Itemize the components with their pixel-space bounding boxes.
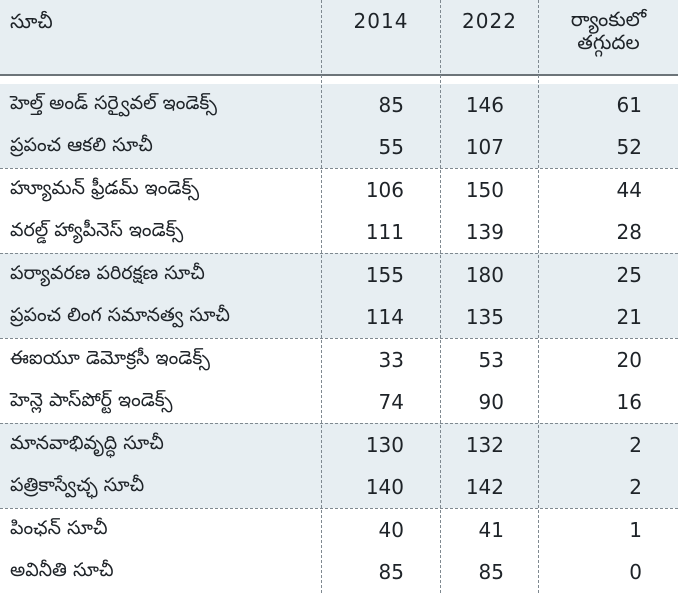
rank-drop-cell: 20 — [616, 348, 642, 372]
index-name-cell: ప్రపంచ ఆకలి సూచీ — [10, 133, 153, 156]
header-rank-drop-line2: తగ్గుదల — [577, 30, 640, 54]
table-row: ఈఐయూ డెమోక్రసీ ఇండెక్స్‌ 33 53 20 — [0, 339, 678, 381]
table-row: హ్యూమన్‌ ఫ్రీడమ్‌ ఇండెక్స్‌ 106 150 44 — [0, 169, 678, 211]
column-divider — [321, 0, 322, 593]
rank-2022-cell: 146 — [465, 93, 504, 117]
rank-drop-cell: 44 — [616, 178, 642, 202]
rank-drop-cell: 2 — [629, 433, 642, 457]
rank-2022-cell: 41 — [478, 518, 504, 542]
index-name-cell: హ్యూమన్‌ ఫ్రీడమ్‌ ఇండెక్స్‌ — [10, 176, 200, 199]
table-row: పింఛన్‌ సూచీ 40 41 1 — [0, 509, 678, 551]
header-rank-drop: ర్యాంకులో తగ్గుదల — [539, 0, 678, 74]
table-row: ప్రపంచ ఆకలి సూచీ 55 107 52 — [0, 126, 678, 168]
rank-2022-cell: 142 — [465, 475, 504, 499]
row-band: ఈఐయూ డెమోక్రసీ ఇండెక్స్‌ 33 53 20 హెన్లె… — [0, 338, 678, 423]
rank-2022-cell: 107 — [465, 135, 504, 159]
row-band: హ్యూమన్‌ ఫ్రీడమ్‌ ఇండెక్స్‌ 106 150 44 వ… — [0, 168, 678, 253]
rank-drop-cell: 16 — [616, 390, 642, 414]
column-divider — [538, 0, 539, 593]
rank-drop-cell: 61 — [616, 93, 642, 117]
table-row: అవినీతి సూచీ 85 85 0 — [0, 551, 678, 593]
table-row: హెన్లె పాస్‌పోర్ట్‌ ఇండెక్స్‌ 74 90 16 — [0, 381, 678, 423]
index-name-cell: పింఛన్‌ సూచీ — [10, 516, 108, 539]
index-name-cell: వరల్డ్‌ హ్యాపీనెస్‌ ఇండెక్స్‌ — [10, 218, 184, 241]
rank-2022-cell: 180 — [465, 263, 504, 287]
table-row: మానవాభివృద్ధి సూచీ 130 132 2 — [0, 424, 678, 466]
header-rank-drop-line1: ర్యాంకులో — [570, 7, 647, 31]
row-band: పింఛన్‌ సూచీ 40 41 1 అవినీతి సూచీ 85 85 … — [0, 508, 678, 593]
index-name-cell: ప్రపంచ లింగ సమానత్వ సూచీ — [10, 303, 230, 326]
rank-2014-cell: 114 — [365, 305, 404, 329]
rank-drop-cell: 52 — [616, 135, 642, 159]
rank-2014-cell: 155 — [365, 263, 404, 287]
rank-2014-cell: 85 — [378, 560, 404, 584]
rank-2022-cell: 135 — [465, 305, 504, 329]
rank-2014-cell: 140 — [365, 475, 404, 499]
rank-drop-cell: 2 — [629, 475, 642, 499]
row-band: మానవాభివృద్ధి సూచీ 130 132 2 పత్రికాస్వే… — [0, 423, 678, 508]
rank-2022-cell: 90 — [478, 390, 504, 414]
rank-drop-cell: 1 — [629, 518, 642, 542]
rank-drop-cell: 21 — [616, 305, 642, 329]
header-index-name: సూచీ — [10, 9, 53, 33]
rank-2014-cell: 111 — [365, 220, 404, 244]
index-name-cell: పర్యావరణ పరిరక్షణ సూచీ — [10, 261, 205, 284]
rank-drop-cell: 0 — [629, 560, 642, 584]
rank-2022-cell: 139 — [465, 220, 504, 244]
table-row: హెల్త్‌ అండ్‌ సర్వైవల్‌ ఇండెక్స్‌ 85 146… — [0, 84, 678, 126]
rank-2022-cell: 85 — [478, 560, 504, 584]
table-header: సూచీ 2014 2022 ర్యాంకులో తగ్గుదల — [0, 0, 678, 76]
rank-2014-cell: 74 — [378, 390, 404, 414]
index-name-cell: ఈఐయూ డెమోక్రసీ ఇండెక్స్‌ — [10, 346, 210, 369]
index-name-cell: మానవాభివృద్ధి సూచీ — [10, 431, 164, 454]
rank-2022-cell: 53 — [478, 348, 504, 372]
index-name-cell: అవినీతి సూచీ — [10, 558, 114, 581]
rank-drop-cell: 25 — [616, 263, 642, 287]
index-name-cell: హెల్త్‌ అండ్‌ సర్వైవల్‌ ఇండెక్స్‌ — [10, 91, 218, 114]
rank-2014-cell: 33 — [378, 348, 404, 372]
column-divider — [440, 0, 441, 593]
rank-drop-cell: 28 — [616, 220, 642, 244]
rank-2014-cell: 106 — [365, 178, 404, 202]
table-row: పత్రికాస్వేచ్ఛ సూచీ 140 142 2 — [0, 466, 678, 508]
table-row: పర్యావరణ పరిరక్షణ సూచీ 155 180 25 — [0, 254, 678, 296]
table-row: ప్రపంచ లింగ సమానత్వ సూచీ 114 135 21 — [0, 296, 678, 338]
row-band: హెల్త్‌ అండ్‌ సర్వైవల్‌ ఇండెక్స్‌ 85 146… — [0, 84, 678, 168]
header-2014: 2014 — [353, 9, 409, 33]
rank-2014-cell: 40 — [378, 518, 404, 542]
table-body: హెల్త్‌ అండ్‌ సర్వైవల్‌ ఇండెక్స్‌ 85 146… — [0, 84, 678, 593]
rank-2014-cell: 130 — [365, 433, 404, 457]
rank-2014-cell: 85 — [378, 93, 404, 117]
header-2022: 2022 — [462, 9, 517, 33]
row-band: పర్యావరణ పరిరక్షణ సూచీ 155 180 25 ప్రపంచ… — [0, 253, 678, 338]
table-row: వరల్డ్‌ హ్యాపీనెస్‌ ఇండెక్స్‌ 111 139 28 — [0, 211, 678, 253]
index-name-cell: హెన్లె పాస్‌పోర్ట్‌ ఇండెక్స్‌ — [10, 388, 173, 411]
rank-2022-cell: 150 — [465, 178, 504, 202]
rank-2022-cell: 132 — [465, 433, 504, 457]
rank-2014-cell: 55 — [378, 135, 404, 159]
index-name-cell: పత్రికాస్వేచ్ఛ సూచీ — [10, 473, 145, 496]
